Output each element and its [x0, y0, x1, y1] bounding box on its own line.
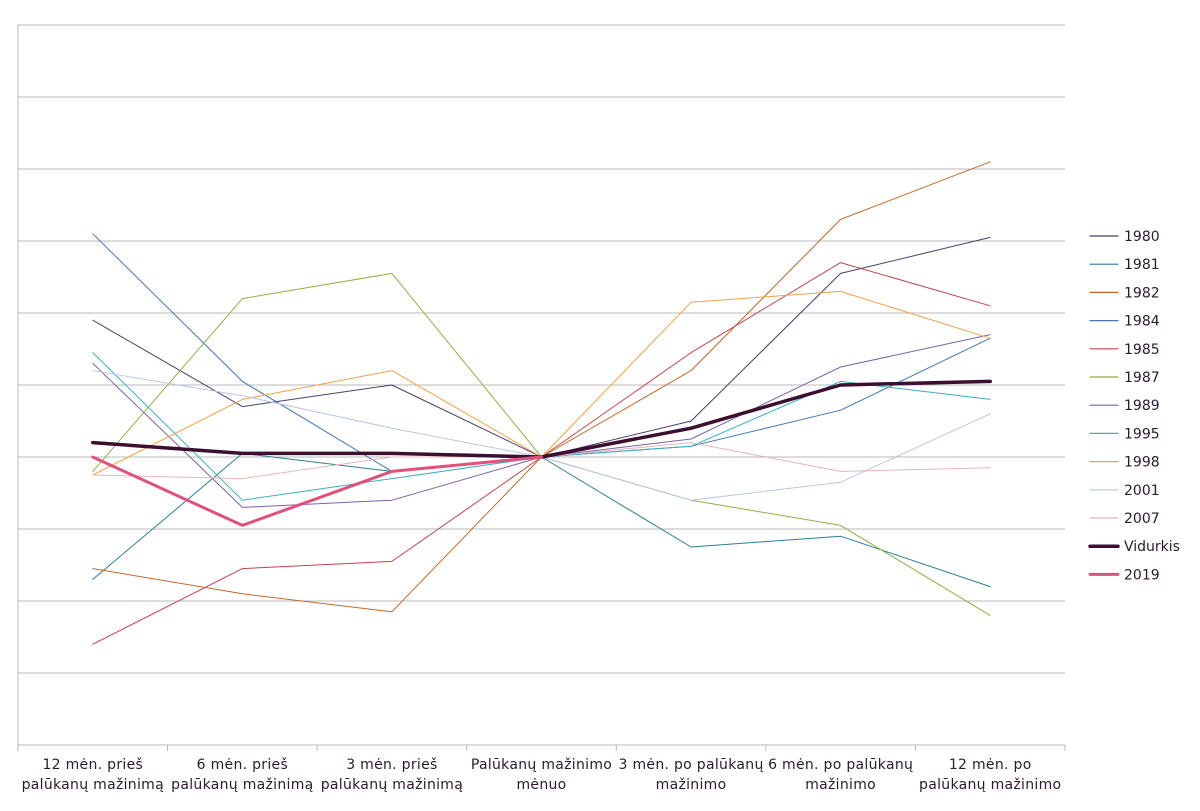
legend-label: 1984 [1124, 314, 1160, 330]
category-label: 3 mėn. prieš palūkanų mažinimą [321, 757, 463, 793]
category-label: Palūkanų mažinimo mėnuo [471, 757, 612, 793]
legend-label: 2001 [1124, 483, 1160, 499]
category-label: 12 mėn. po palūkanų mažinimo [919, 757, 1061, 793]
legend-label: 1985 [1124, 342, 1160, 358]
legend-label: 2019 [1124, 567, 1160, 583]
series-line-1987 [92, 272, 991, 616]
legend-label: 2007 [1124, 511, 1160, 527]
legend-label: 1987 [1124, 370, 1160, 386]
series-line-Vidurkis [91, 379, 992, 459]
legend-item-1982: 1982 [1089, 285, 1160, 301]
legend-label: 1980 [1124, 229, 1160, 245]
series-line-1982 [92, 161, 991, 613]
legend-item-2019: 2019 [1088, 567, 1160, 583]
legend-item-1995: 1995 [1089, 426, 1160, 442]
category-label: 3 mėn. po palūkanų mažinimo [619, 757, 764, 793]
legend-item-1981: 1981 [1089, 257, 1160, 273]
x-axis [17, 25, 1066, 751]
legend-item-1998: 1998 [1089, 455, 1160, 471]
series-line-2019 [91, 455, 543, 527]
legend-item-2001: 2001 [1089, 483, 1160, 499]
gridlines [18, 24, 1065, 674]
category-label: 12 mėn. prieš palūkanų mažinimą [22, 757, 164, 793]
legend-label: Vidurkis [1124, 539, 1180, 555]
legend-label: 1998 [1124, 455, 1160, 471]
legend-item-1984: 1984 [1089, 314, 1160, 330]
series-lines [91, 161, 992, 645]
legend-item-2007: 2007 [1089, 511, 1160, 527]
series-line-1980 [92, 236, 991, 458]
series-line-1989 [92, 334, 991, 508]
legend-item-1989: 1989 [1089, 398, 1160, 414]
category-label: 6 mėn. prieš palūkanų mažinimą [171, 757, 313, 793]
series-line-2007 [92, 442, 991, 480]
category-label: 6 mėn. po palūkanų mažinimo [768, 757, 913, 793]
legend-label: 1995 [1124, 426, 1160, 442]
legend-item-Vidurkis: Vidurkis [1088, 539, 1180, 555]
legend-label: 1982 [1124, 285, 1160, 301]
legend: 1980 1981 1982 1984 1985 1987 1989 1995 1998 2001… [1088, 229, 1180, 583]
legend-label: 1981 [1124, 257, 1160, 273]
legend-item-1987: 1987 [1089, 370, 1160, 386]
legend-item-1980: 1980 [1089, 229, 1160, 245]
legend-label: 1989 [1124, 398, 1160, 414]
series-line-2001 [92, 370, 991, 501]
legend-item-1985: 1985 [1089, 342, 1160, 358]
